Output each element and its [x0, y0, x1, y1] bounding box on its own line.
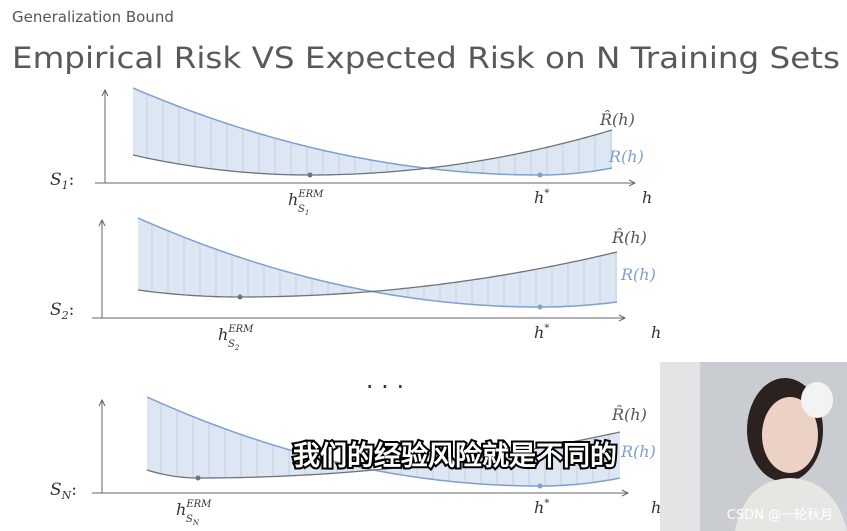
x-axis-label: h [651, 498, 661, 517]
optimum-sup: * [544, 323, 549, 334]
subtitle: 我们的经验风险就是不同的 [293, 440, 617, 472]
section-title: Generalization Bound [12, 8, 174, 26]
set-suffix: : [71, 480, 77, 500]
empirical-risk-curve [132, 129, 613, 176]
optimum-label: h* [534, 498, 549, 517]
erm-sup: ERM [185, 499, 212, 510]
y-axis-arrow [98, 218, 106, 227]
x-axis-arrow [618, 314, 627, 322]
y-axis-arrow [101, 88, 109, 97]
risk-gap-area [133, 88, 612, 175]
set-label: S1: [50, 170, 74, 192]
erm-point [307, 172, 313, 178]
expected-risk-curve [132, 87, 613, 176]
erm-main: h [218, 325, 228, 344]
set-main: S [50, 300, 62, 320]
erm-point [195, 475, 201, 481]
ellipsis: · · · [366, 373, 404, 401]
erm-sub: S [228, 339, 235, 350]
empirical-risk-curve [137, 251, 618, 298]
optimum-main: h [534, 498, 544, 517]
webcam-overlay [660, 362, 847, 531]
risk-gap-area [147, 397, 620, 486]
hair-clip [801, 382, 833, 418]
empirical-risk-curve [146, 431, 621, 479]
empirical-label: R̂(h) [611, 405, 647, 424]
erm-label: hERM S2 [218, 324, 254, 352]
erm-point [237, 294, 243, 300]
expected-label: R(h) [620, 442, 656, 461]
risk-gap-area [138, 218, 617, 307]
slide-title: Empirical Risk VS Expected Risk on N Tra… [12, 41, 840, 75]
erm-subsub: 2 [234, 344, 240, 352]
x-axis-label: h [642, 188, 652, 207]
webcam-window [660, 362, 700, 531]
erm-sub: S [186, 514, 193, 525]
x-axis-arrow [621, 489, 630, 497]
erm-subsub: 1 [305, 209, 309, 217]
erm-main: h [288, 190, 298, 209]
x-axis-label: h [651, 323, 661, 342]
watermark: CSDN @一轮秋月 [727, 508, 833, 523]
set-suffix: : [69, 170, 75, 190]
erm-label: hERM S1 [288, 189, 324, 217]
set-suffix: : [69, 300, 75, 320]
erm-main: h [176, 500, 186, 519]
optimum-point [537, 304, 543, 310]
erm-sup: ERM [227, 324, 254, 335]
set-label: SN: [50, 480, 77, 502]
face [762, 397, 818, 473]
erm-sup: ERM [297, 189, 324, 200]
expected-label: R(h) [608, 147, 644, 166]
erm-sub: S [298, 204, 305, 215]
set-label: S2: [50, 300, 74, 322]
optimum-point [537, 172, 543, 178]
set-sub: 2 [61, 309, 69, 322]
optimum-label: h* [534, 188, 549, 207]
optimum-main: h [534, 323, 544, 342]
expected-risk-curve [146, 396, 621, 487]
shoulders [735, 478, 847, 531]
optimum-point [537, 483, 543, 489]
expected-label: R(h) [620, 265, 656, 284]
set-main: S [50, 480, 62, 500]
x-axis-arrow [628, 179, 637, 187]
set-sub: N [61, 489, 72, 502]
optimum-label: h* [534, 323, 549, 342]
set-main: S [50, 170, 62, 190]
optimum-sup: * [544, 188, 549, 199]
empirical-label: R̂(h) [611, 228, 647, 247]
optimum-main: h [534, 188, 544, 207]
y-axis-arrow [98, 398, 106, 407]
empirical-label: R̂(h) [599, 110, 635, 129]
optimum-sup: * [544, 498, 549, 509]
set-sub: 1 [62, 179, 69, 192]
erm-subsub: N [192, 519, 200, 527]
erm-label: hERM SN [176, 499, 212, 527]
